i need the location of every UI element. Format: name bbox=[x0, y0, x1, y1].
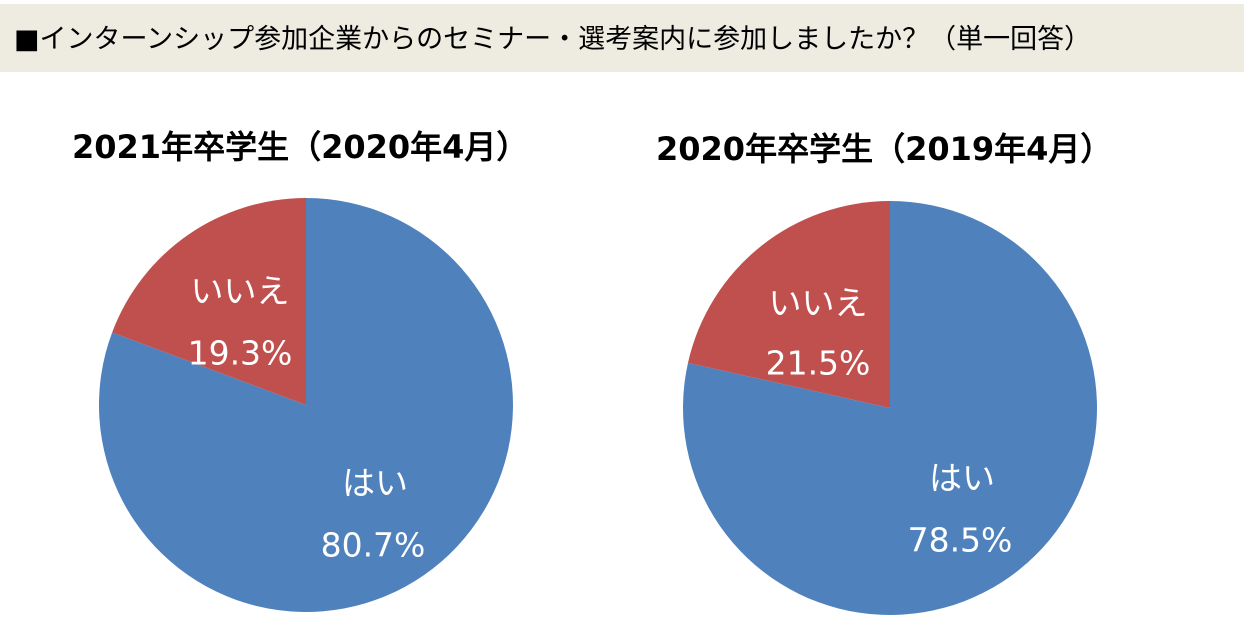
slice-value-label-no: 21.5% bbox=[766, 344, 871, 383]
pie-slice-yes bbox=[98, 198, 513, 612]
chart-title-2020: 2020年卒学生（2019年4月） bbox=[656, 130, 1113, 168]
slice-value-label-yes: 78.5% bbox=[908, 521, 1013, 560]
chart-title-2021: 2021年卒学生（2020年4月） bbox=[72, 128, 529, 166]
slice-value-label-no: 19.3% bbox=[188, 334, 293, 373]
slice-category-label-yes: はい bbox=[342, 464, 408, 503]
header-band: ■インターンシップ参加企業からのセミナー・選考案内に参加しましたか？（単一回答） bbox=[0, 4, 1244, 72]
pie-slice-yes bbox=[683, 201, 1098, 615]
slice-category-label-yes: はい bbox=[929, 459, 995, 498]
pie-slice-no bbox=[112, 198, 306, 405]
slice-category-label-no: いいえ bbox=[769, 284, 868, 323]
pie-slice-no bbox=[687, 201, 890, 408]
slice-value-label-yes: 80.7% bbox=[321, 526, 426, 565]
page-title: ■インターンシップ参加企業からのセミナー・選考案内に参加しましたか？（単一回答） bbox=[14, 24, 1092, 55]
slice-category-label-no: いいえ bbox=[191, 272, 290, 311]
